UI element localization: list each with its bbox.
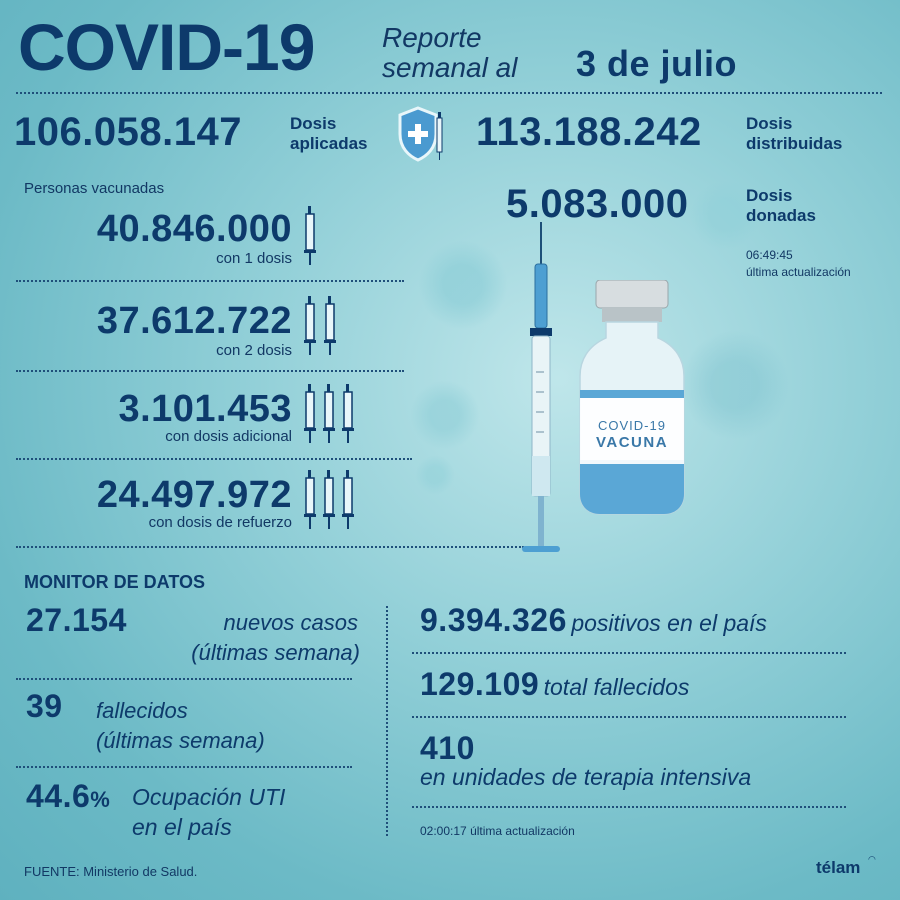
divider bbox=[16, 546, 524, 548]
syringes-2-icon bbox=[302, 296, 340, 363]
doses-donated-label: Dosis donadas bbox=[746, 186, 816, 226]
divider bbox=[412, 716, 846, 718]
vaccinated-1-dose-label: con 1 dosis bbox=[216, 250, 292, 267]
icu-occupancy-value: 44.6% bbox=[26, 780, 110, 812]
doses-applied-label: Dosis aplicadas bbox=[290, 114, 368, 154]
positives-row: 9.394.326 positivos en el país bbox=[420, 604, 767, 637]
monitor-update-label: última actualización bbox=[470, 824, 575, 838]
positives-value: 9.394.326 bbox=[420, 602, 567, 638]
shield-syringe-icon bbox=[396, 104, 448, 164]
new-cases-label-line1: nuevos casos bbox=[223, 610, 358, 635]
subtitle-line2: semanal al bbox=[382, 52, 518, 83]
vaccinated-additional-value: 3.101.453 bbox=[118, 388, 292, 430]
virus-decoration-icon bbox=[415, 455, 455, 495]
deaths-label-line2: (últimas semana) bbox=[96, 728, 265, 753]
vaccinated-booster-value: 24.497.972 bbox=[96, 474, 292, 516]
vaccine-vial: COVID-19 VACUNA bbox=[576, 280, 688, 516]
total-deaths-value: 129.109 bbox=[420, 666, 540, 702]
vaccinated-heading: Personas vacunadas bbox=[24, 180, 165, 197]
deaths-label-line1: fallecidos bbox=[96, 698, 188, 723]
divider bbox=[412, 652, 846, 654]
doses-distributed-label-line2: distribuidas bbox=[746, 134, 843, 153]
icu-patients-label: en unidades de terapia intensiva bbox=[420, 764, 752, 790]
vial-label-line2: VACUNA bbox=[595, 434, 669, 451]
doses-update-label: última actualización bbox=[746, 265, 851, 279]
monitor-update: 02:00:17 última actualización bbox=[420, 824, 575, 838]
virus-decoration-icon bbox=[418, 240, 508, 330]
doses-donated-label-line2: donadas bbox=[746, 206, 816, 225]
doses-applied-value: 106.058.147 bbox=[14, 110, 242, 154]
total-deaths-label: total fallecidos bbox=[543, 674, 690, 700]
page-title: COVID-19 bbox=[18, 10, 315, 84]
total-deaths-row: 129.109 total fallecidos bbox=[420, 668, 689, 701]
virus-decoration-icon bbox=[690, 180, 760, 250]
virus-decoration-icon bbox=[680, 330, 790, 440]
report-date: 3 de julio bbox=[576, 43, 738, 84]
doses-donated-label-line1: Dosis bbox=[746, 186, 793, 205]
icu-occupancy-unit: % bbox=[90, 787, 111, 812]
new-cases-value: 27.154 bbox=[26, 602, 127, 638]
positives-label: positivos en el país bbox=[571, 610, 767, 636]
divider bbox=[16, 92, 882, 94]
syringe-illustration-icon bbox=[518, 222, 568, 567]
brand-logo: télam ◠ bbox=[816, 854, 876, 878]
vaccinated-2-doses-label: con 2 dosis bbox=[216, 342, 292, 359]
deaths-value: 39 bbox=[26, 688, 63, 724]
virus-decoration-icon bbox=[410, 380, 480, 450]
syringes-3-icon bbox=[302, 470, 358, 537]
subtitle-line1: Reporte bbox=[382, 22, 482, 53]
syringe-icon bbox=[302, 206, 318, 273]
divider bbox=[16, 280, 404, 282]
divider-vertical bbox=[386, 606, 388, 836]
icu-occupancy-label-line1: Ocupación UTI bbox=[132, 784, 286, 810]
monitor-update-time: 02:00:17 bbox=[420, 824, 467, 838]
doses-distributed-value: 113.188.242 bbox=[476, 110, 702, 154]
doses-applied-label-line1: Dosis bbox=[290, 114, 337, 133]
vaccinated-additional-label: con dosis adicional bbox=[165, 428, 292, 445]
divider bbox=[412, 806, 846, 808]
vaccinated-booster-label: con dosis de refuerzo bbox=[148, 514, 292, 531]
divider bbox=[16, 370, 404, 372]
vaccinated-2-doses-value: 37.612.722 bbox=[96, 300, 292, 342]
vial-label-line1: COVID-19 bbox=[598, 418, 666, 433]
divider bbox=[16, 766, 352, 768]
doses-applied-label-line2: aplicadas bbox=[290, 134, 368, 153]
doses-distributed-label: Dosis distribuidas bbox=[746, 114, 842, 154]
brand-logo-text: télam bbox=[816, 858, 861, 877]
source-footer: FUENTE: Ministerio de Salud. bbox=[24, 864, 198, 879]
icu-patients-value: 410 bbox=[420, 730, 475, 766]
doses-distributed-label-line1: Dosis bbox=[746, 114, 793, 133]
divider bbox=[16, 458, 412, 460]
icu-occupancy-number: 44.6 bbox=[26, 778, 91, 814]
syringes-3-icon bbox=[302, 384, 358, 451]
divider bbox=[16, 678, 352, 680]
monitor-heading: MONITOR DE DATOS bbox=[24, 572, 206, 592]
vaccinated-1-dose-value: 40.846.000 bbox=[96, 208, 292, 250]
new-cases-label-line2: (últimas semana) bbox=[191, 640, 360, 665]
icu-occupancy-label-line2: en el país bbox=[132, 814, 232, 840]
doses-update-time: 06:49:45 bbox=[746, 248, 793, 262]
signal-icon: ◠ bbox=[868, 854, 876, 864]
doses-donated-value: 5.083.000 bbox=[506, 182, 689, 226]
